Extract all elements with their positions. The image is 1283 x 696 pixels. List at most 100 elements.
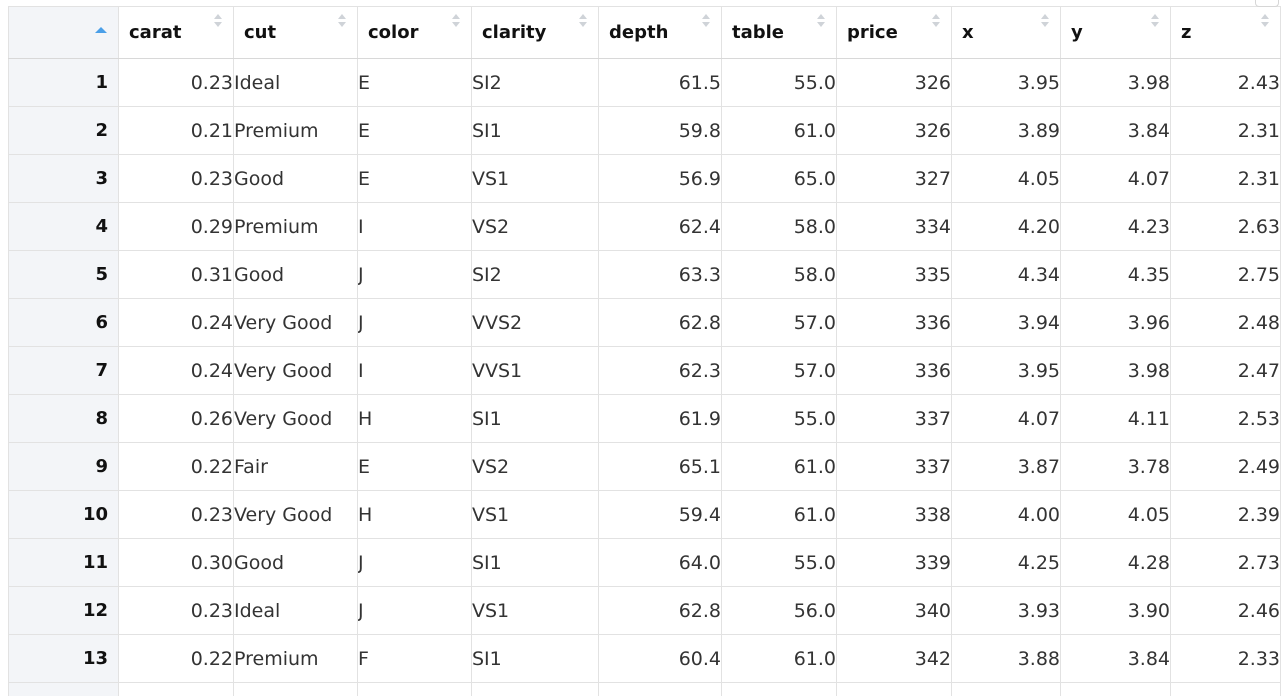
cell-clarity: SI1: [471, 394, 599, 443]
cell-cut: Good: [233, 538, 358, 587]
cell-carat: 0.24: [118, 298, 234, 347]
cell-x: 4.05: [951, 154, 1061, 203]
column-header-table[interactable]: table: [721, 6, 837, 59]
cell-table: 55.0: [721, 58, 837, 107]
table-row[interactable]: 3 0.23 Good E VS1 56.9 65.0 327 4.05 4.07 2.31: [8, 154, 1281, 203]
table-row[interactable]: 9 0.22 Fair E VS2 65.1 61.0 337 3.87 3.78 2.49: [8, 442, 1281, 491]
column-header-y[interactable]: y: [1060, 6, 1171, 59]
cell-color: E: [357, 106, 472, 155]
cell-depth: 63.3: [598, 250, 722, 299]
sort-toggle-icon[interactable]: [1151, 14, 1160, 30]
cell-price: 336: [836, 298, 952, 347]
cell-depth: 64.0: [598, 538, 722, 587]
cell-cut: Very Good: [233, 490, 358, 539]
cell-table: 56.0: [721, 586, 837, 635]
cell-color: J: [357, 538, 472, 587]
cell-y: 3.84: [1060, 634, 1171, 683]
empty-cell: [951, 682, 1061, 696]
column-header-label: z: [1181, 22, 1192, 43]
cell-table: 61.0: [721, 490, 837, 539]
cell-cut: Ideal: [233, 586, 358, 635]
sort-toggle-icon[interactable]: [932, 14, 941, 30]
cell-price: 340: [836, 586, 952, 635]
cell-cut: Fair: [233, 442, 358, 491]
window-corner-handle[interactable]: [1255, 0, 1279, 7]
table-row[interactable]: 7 0.24 Very Good I VVS1 62.3 57.0 336 3.95 3.98 2.…: [8, 346, 1281, 395]
cell-x: 4.00: [951, 490, 1061, 539]
table-row[interactable]: 6 0.24 Very Good J VVS2 62.8 57.0 336 3.94 3.96 2.…: [8, 298, 1281, 347]
table-row[interactable]: 12 0.23 Ideal J VS1 62.8 56.0 340 3.93 3.90 2.46: [8, 586, 1281, 635]
cell-table: 61.0: [721, 634, 837, 683]
cell-depth: 62.8: [598, 586, 722, 635]
cell-price: 335: [836, 250, 952, 299]
cell-cut: Good: [233, 250, 358, 299]
sort-toggle-icon[interactable]: [817, 14, 826, 30]
cell-z: 2.31: [1170, 154, 1281, 203]
table-row[interactable]: 11 0.30 Good J SI1 64.0 55.0 339 4.25 4.28 2.73: [8, 538, 1281, 587]
column-header-x[interactable]: x: [951, 6, 1061, 59]
cell-y: 4.28: [1060, 538, 1171, 587]
cell-table: 65.0: [721, 154, 837, 203]
table-row[interactable]: 2 0.21 Premium E SI1 59.8 61.0 326 3.89 3.84 2.31: [8, 106, 1281, 155]
row-index-cell: 6: [8, 298, 119, 347]
sort-toggle-icon[interactable]: [338, 14, 347, 30]
cell-cut: Ideal: [233, 58, 358, 107]
table-row[interactable]: 1 0.23 Ideal E SI2 61.5 55.0 326 3.95 3.98 2.43: [8, 58, 1281, 107]
cell-y: 3.98: [1060, 58, 1171, 107]
cell-x: 3.95: [951, 58, 1061, 107]
column-header-cut[interactable]: cut: [233, 6, 358, 59]
cell-depth: 62.3: [598, 346, 722, 395]
cell-clarity: VS1: [471, 586, 599, 635]
cell-color: J: [357, 586, 472, 635]
cell-z: 2.53: [1170, 394, 1281, 443]
cell-carat: 0.22: [118, 634, 234, 683]
table-row[interactable]: 4 0.29 Premium I VS2 62.4 58.0 334 4.20 4.23 2.63: [8, 202, 1281, 251]
cell-table: 57.0: [721, 346, 837, 395]
cell-color: J: [357, 250, 472, 299]
column-header-label: carat: [129, 22, 182, 43]
cell-z: 2.33: [1170, 634, 1281, 683]
cell-color: E: [357, 58, 472, 107]
table-row-partial: [8, 682, 1281, 696]
cell-z: 2.48: [1170, 298, 1281, 347]
sort-toggle-icon[interactable]: [579, 14, 588, 30]
cell-z: 2.75: [1170, 250, 1281, 299]
row-index-cell: 9: [8, 442, 119, 491]
cell-z: 2.46: [1170, 586, 1281, 635]
table-row[interactable]: 8 0.26 Very Good H SI1 61.9 55.0 337 4.07 4.11 2.5…: [8, 394, 1281, 443]
empty-cell: [1170, 682, 1281, 696]
cell-carat: 0.23: [118, 58, 234, 107]
cell-depth: 62.8: [598, 298, 722, 347]
column-header-clarity[interactable]: clarity: [471, 6, 599, 59]
cell-cut: Premium: [233, 202, 358, 251]
cell-x: 4.25: [951, 538, 1061, 587]
row-index-cell: 5: [8, 250, 119, 299]
sort-toggle-icon[interactable]: [1041, 14, 1050, 30]
column-header-label: cut: [244, 22, 277, 43]
index-column-header[interactable]: [8, 6, 119, 59]
sort-toggle-icon[interactable]: [452, 14, 461, 30]
cell-x: 3.94: [951, 298, 1061, 347]
row-index-cell: 13: [8, 634, 119, 683]
column-header-color[interactable]: color: [357, 6, 472, 59]
table-row[interactable]: 5 0.31 Good J SI2 63.3 58.0 335 4.34 4.35 2.75: [8, 250, 1281, 299]
cell-x: 3.93: [951, 586, 1061, 635]
column-header-carat[interactable]: carat: [118, 6, 234, 59]
column-header-depth[interactable]: depth: [598, 6, 722, 59]
sort-toggle-icon[interactable]: [214, 14, 223, 30]
column-header-label: color: [368, 22, 419, 43]
table-row[interactable]: 13 0.22 Premium F SI1 60.4 61.0 342 3.88 3.84 2.33: [8, 634, 1281, 683]
cell-z: 2.49: [1170, 442, 1281, 491]
sort-ascending-icon[interactable]: [95, 27, 107, 33]
header-row: carat cut color clarity depth: [8, 6, 1281, 59]
sort-toggle-icon[interactable]: [1261, 14, 1270, 30]
cell-table: 58.0: [721, 202, 837, 251]
column-header-z[interactable]: z: [1170, 6, 1281, 59]
column-header-price[interactable]: price: [836, 6, 952, 59]
sort-toggle-icon[interactable]: [702, 14, 711, 30]
cell-cut: Very Good: [233, 298, 358, 347]
cell-y: 3.84: [1060, 106, 1171, 155]
table-row[interactable]: 10 0.23 Very Good H VS1 59.4 61.0 338 4.00 4.05 2.…: [8, 490, 1281, 539]
cell-table: 57.0: [721, 298, 837, 347]
row-index-cell: 12: [8, 586, 119, 635]
